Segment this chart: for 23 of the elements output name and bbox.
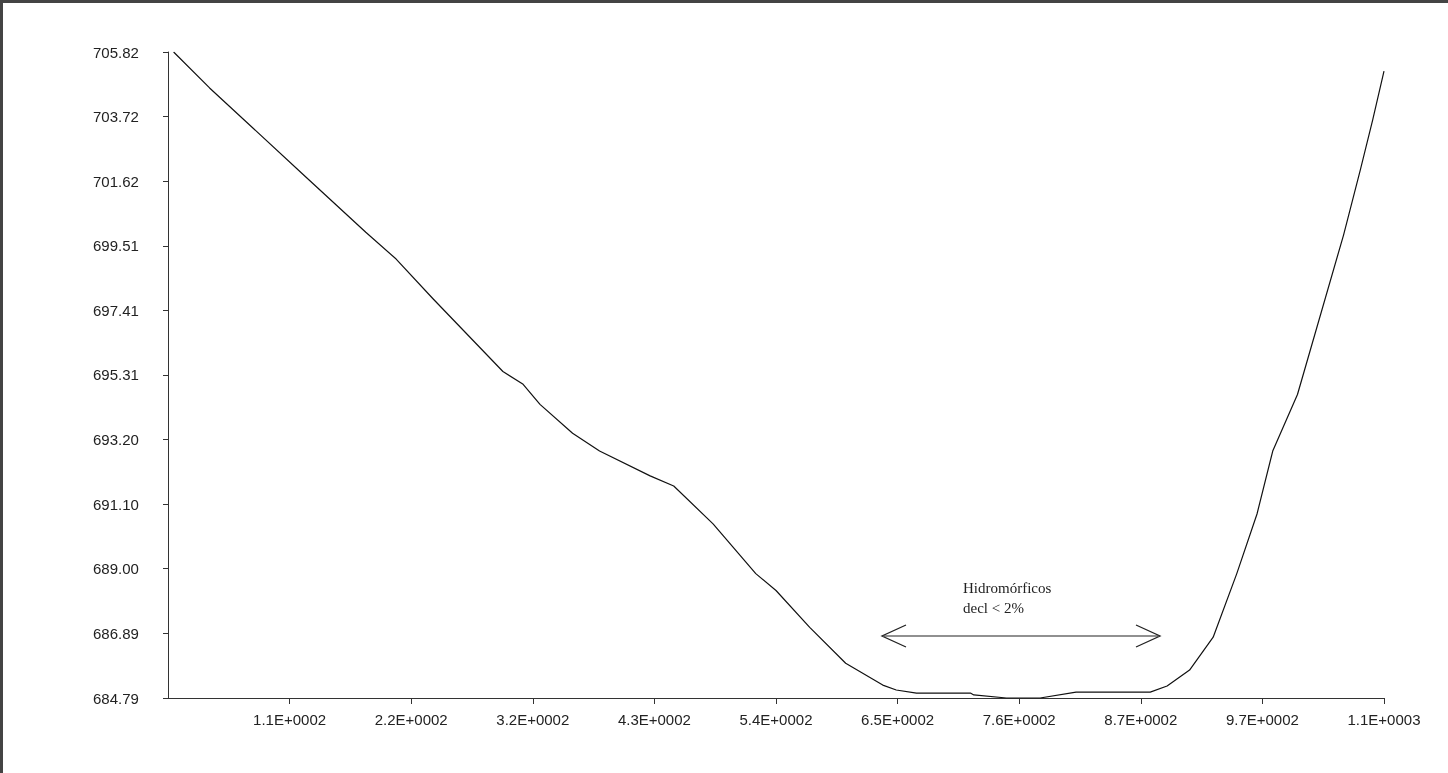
annotation: Hidromórficos decl < 2%: [963, 580, 1052, 616]
x-tick-label: 4.3E+0002: [617, 711, 691, 728]
y-tick-label: 699.51: [93, 237, 139, 255]
y-tick-label: 695.31: [93, 366, 139, 384]
x-tick-label: 7.6E+0002: [982, 711, 1056, 728]
y-tick-label: 686.89: [93, 624, 139, 642]
x-tick-label: 5.4E+0002: [739, 711, 813, 728]
y-tick-label: 701.62: [93, 172, 139, 190]
y-tick-label: 689.00: [93, 560, 139, 578]
x-tick-label: 9.7E+0002: [1225, 711, 1299, 728]
y-tick-label: 705.82: [93, 43, 139, 61]
y-tick-label: 691.10: [93, 495, 139, 513]
x-tick-label: 1.1E+0003: [1347, 711, 1421, 728]
y-tick-label: 703.72: [93, 108, 139, 126]
y-tick-label: 684.79: [93, 689, 139, 707]
y-tick-label: 693.20: [93, 431, 139, 449]
x-tick-label: 2.2E+0002: [374, 711, 448, 728]
x-tick-label: 1.1E+0002: [253, 711, 327, 728]
x-tick-label: 3.2E+0002: [496, 711, 570, 728]
y-tick-label: 697.41: [93, 301, 139, 319]
line-series: [173, 51, 1385, 699]
x-tick-label: 6.5E+0002: [861, 711, 935, 728]
x-tick-label: 8.7E+0002: [1104, 711, 1178, 728]
